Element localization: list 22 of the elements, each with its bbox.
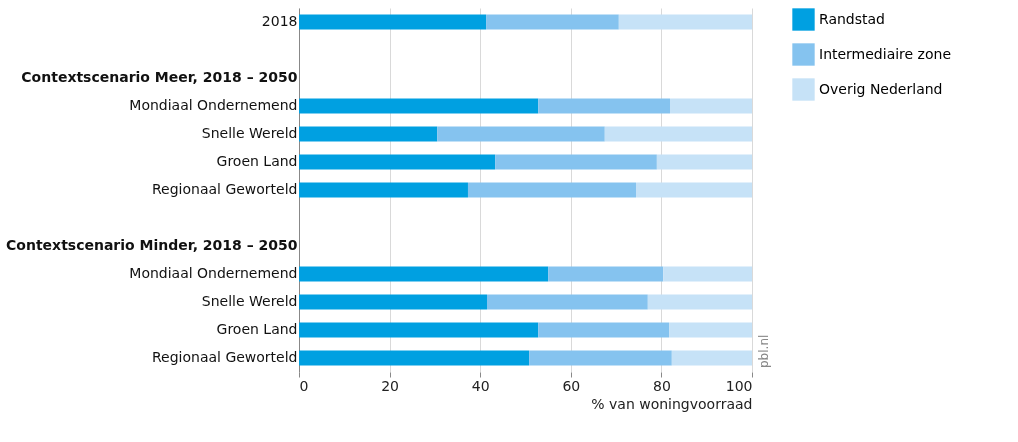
x-tick-label: 100 [725, 377, 753, 394]
legend-label: Randstad [819, 10, 886, 27]
x-tick-label: 80 [652, 377, 671, 394]
legend-label: Overig Nederland [819, 80, 943, 97]
x-axis-title: % van woningvoorraad [591, 395, 753, 412]
y-tick-label: Groen Land [216, 321, 298, 337]
text: pbl.nl [757, 334, 771, 368]
y-tick-label: Contextscenario Minder, 2018 – 2050 [6, 237, 298, 253]
y-tick-label: 2018 [261, 13, 298, 29]
y-tick-label: Snelle Wereld [201, 293, 298, 309]
y-tick-label: Regionaal Geworteld [151, 181, 298, 197]
x-tick-label: 60 [562, 377, 581, 394]
y-tick-label: Regionaal Geworteld [151, 349, 298, 365]
y-tick-label: Mondiaal Ondernemend [129, 265, 298, 281]
y-tick-label: Mondiaal Ondernemend [129, 97, 298, 113]
legend-label: Intermediaire zone [819, 45, 952, 62]
y-tick-label: Groen Land [216, 153, 298, 169]
y-tick-label: Snelle Wereld [201, 125, 298, 141]
y-tick-label: Contextscenario Meer, 2018 – 2050 [21, 69, 298, 85]
x-tick-label: 20 [381, 377, 400, 394]
x-tick-label: 40 [471, 377, 490, 394]
x-tick-label: 0 [299, 377, 309, 394]
